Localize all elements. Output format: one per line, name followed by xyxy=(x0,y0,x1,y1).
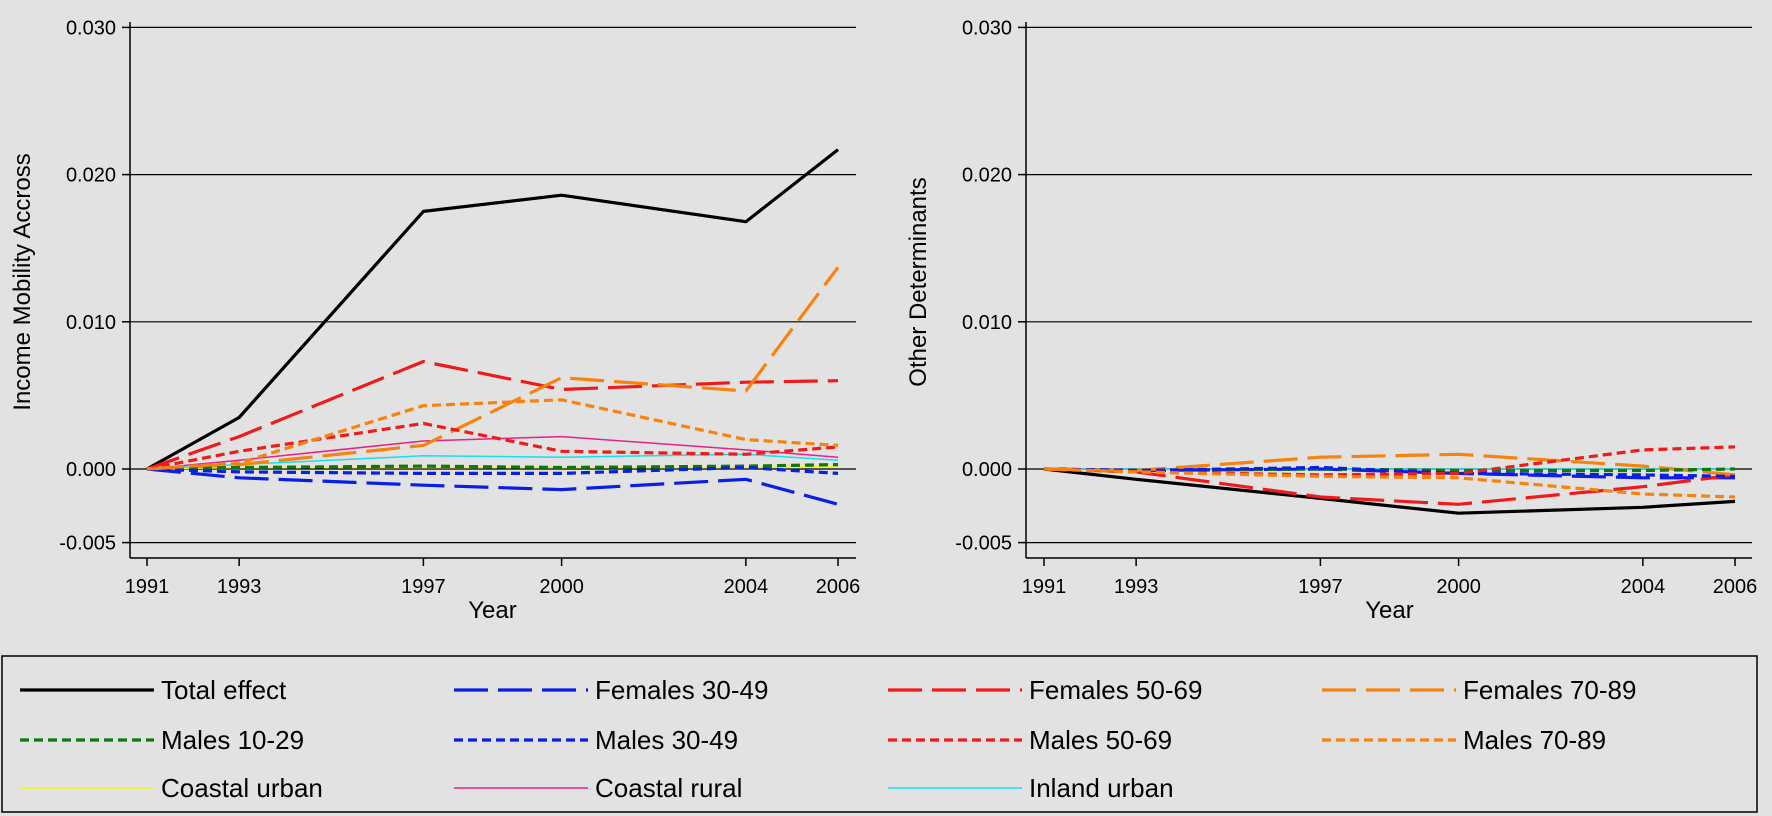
y-tick-label: 0.020 xyxy=(66,165,116,187)
legend: Total effect Females 30-49 Females 50-69 Fe… xyxy=(1,655,1758,813)
y-tick-label: 0.010 xyxy=(962,312,1012,334)
legend-label: Coastal rural xyxy=(595,773,742,803)
y-axis-title: Other Determinants xyxy=(905,177,932,386)
y-tick-label: 0.030 xyxy=(66,17,116,39)
x-tick-label: 1993 xyxy=(217,576,262,598)
legend-box xyxy=(1,655,1758,813)
x-tick-label: 2000 xyxy=(539,576,584,598)
legend-item-females-50-69: Females 50-69 xyxy=(888,675,1202,705)
y-tick-label: 0.020 xyxy=(962,165,1012,187)
legend-label: Females 70-89 xyxy=(1463,675,1636,705)
x-tick-label: 2006 xyxy=(816,576,861,598)
chart-panel-1: -0.005 0.000 0.010 0.020 0.030 1991 1993 1997 20… xyxy=(9,17,860,624)
x-tick-label: 1991 xyxy=(1022,576,1067,598)
series-line-males-30-49 xyxy=(146,465,839,475)
legend-item-males-10-29: Males 10-29 xyxy=(20,725,304,755)
x-tick-label: 1997 xyxy=(401,576,446,598)
legend-label: Males 10-29 xyxy=(161,725,304,755)
legend-item-males-30-49: Males 30-49 xyxy=(454,725,738,755)
series-line-males-70-89 xyxy=(146,398,839,471)
legend-item-coastal-rural: Coastal rural xyxy=(454,773,742,803)
legend-item-males-70-89: Males 70-89 xyxy=(1322,725,1606,755)
series-line-total-effect xyxy=(146,148,839,471)
x-axis-title: Year xyxy=(1365,597,1414,624)
x-tick-label: 1993 xyxy=(1114,576,1159,598)
series-line-males-10-29 xyxy=(146,463,839,471)
chart-panels: -0.005 0.000 0.010 0.020 0.030 1991 1993 1997 20… xyxy=(9,17,1757,624)
legend-label: Males 30-49 xyxy=(595,725,738,755)
x-axis-title: Year xyxy=(468,597,517,624)
legend-label: Females 50-69 xyxy=(1029,675,1202,705)
series-line-total-effect xyxy=(1043,467,1736,515)
legend-label: Males 70-89 xyxy=(1463,725,1606,755)
legend-item-females-30-49: Females 30-49 xyxy=(454,675,768,705)
legend-item-females-70-89: Females 70-89 xyxy=(1322,675,1636,705)
chart-panel-2: -0.005 0.000 0.010 0.020 0.030 1991 1993 1997 20… xyxy=(905,17,1757,624)
series-line-males-50-69 xyxy=(146,421,839,471)
legend-item-inland-urban: Inland urban xyxy=(888,773,1174,803)
y-tick-label: 0.000 xyxy=(66,459,116,481)
series-line-males-70-89 xyxy=(1043,467,1736,499)
legend-item-males-50-69: Males 50-69 xyxy=(888,725,1172,755)
legend-item-coastal-urban: Coastal urban xyxy=(20,773,323,803)
x-tick-label: 2006 xyxy=(1713,576,1758,598)
x-tick-label: 2004 xyxy=(724,576,769,598)
legend-item-total-effect: Total effect xyxy=(20,675,287,705)
x-tick-label: 2004 xyxy=(1621,576,1666,598)
legend-label: Total effect xyxy=(161,675,287,705)
series-line-females-30-49 xyxy=(146,467,839,506)
y-tick-label: 0.000 xyxy=(962,459,1012,481)
legend-label: Females 30-49 xyxy=(595,675,768,705)
legend-label: Males 50-69 xyxy=(1029,725,1172,755)
x-tick-label: 1991 xyxy=(125,576,170,598)
y-tick-label: -0.005 xyxy=(59,533,116,555)
series-line-females-50-69 xyxy=(146,359,839,471)
x-tick-label: 1997 xyxy=(1298,576,1343,598)
y-tick-label: 0.030 xyxy=(962,17,1012,39)
y-tick-label: -0.005 xyxy=(955,533,1012,555)
y-axis-title: Income Mobility Accross xyxy=(9,153,36,410)
y-tick-label: 0.010 xyxy=(66,312,116,334)
legend-label: Coastal urban xyxy=(161,773,323,803)
legend-label: Inland urban xyxy=(1029,773,1174,803)
x-tick-label: 2000 xyxy=(1436,576,1481,598)
